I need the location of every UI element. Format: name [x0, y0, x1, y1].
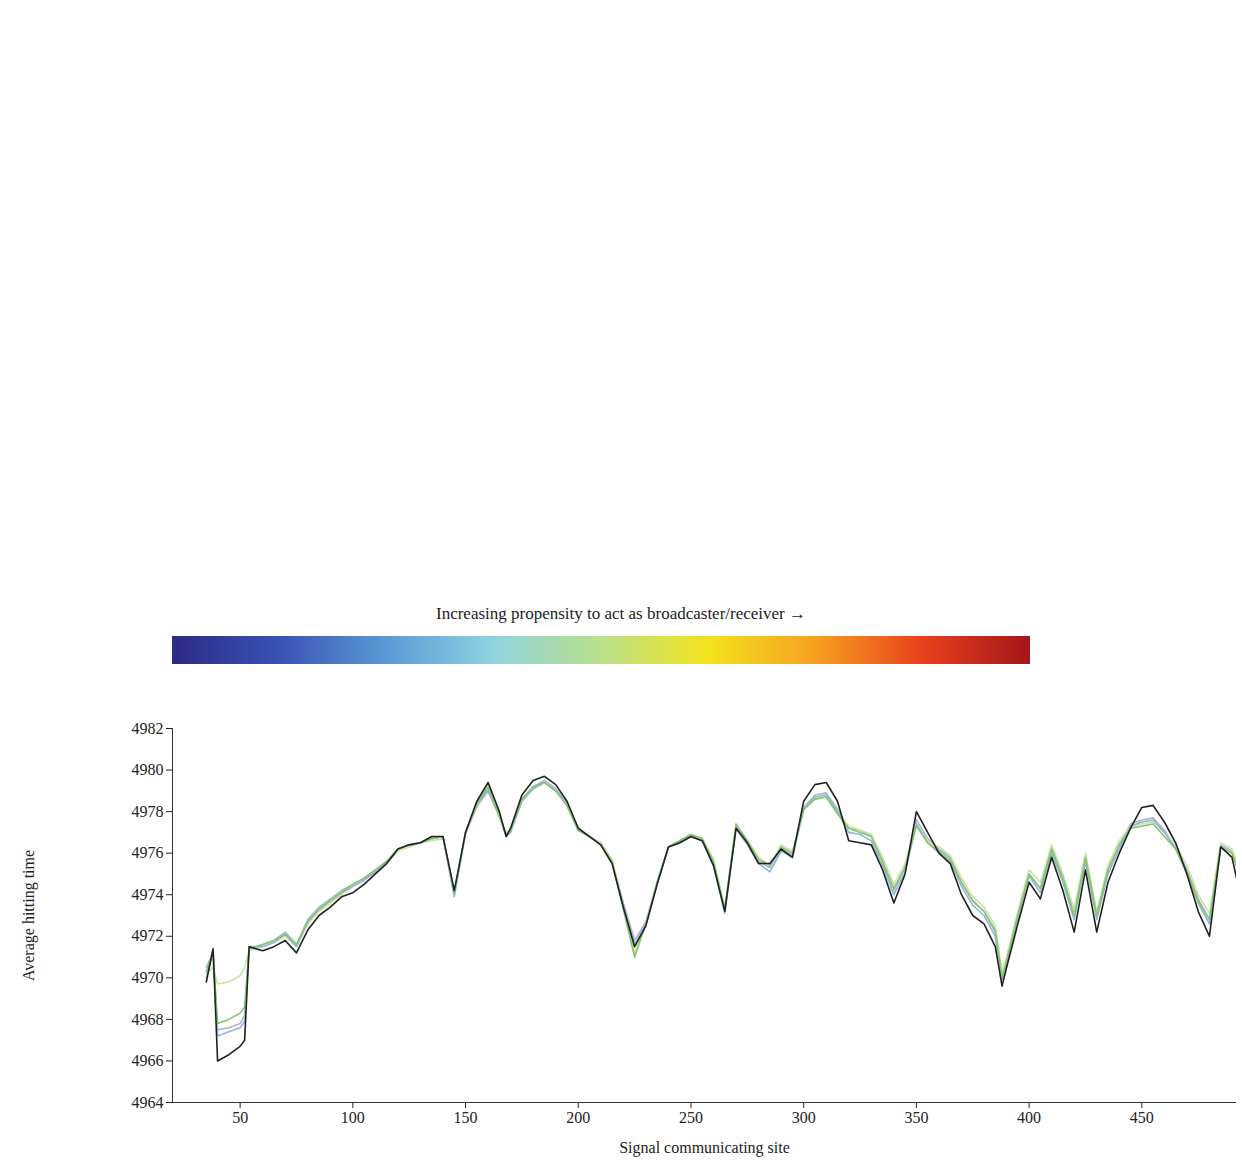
svg-text:450: 450 — [1130, 1109, 1154, 1126]
svg-text:4982: 4982 — [132, 720, 164, 737]
svg-text:4964: 4964 — [132, 1094, 164, 1111]
svg-text:200: 200 — [566, 1109, 590, 1126]
svg-text:Signal communicating site: Signal communicating site — [619, 1139, 790, 1157]
svg-text:4978: 4978 — [132, 803, 164, 820]
svg-text:150: 150 — [454, 1109, 478, 1126]
svg-text:Average hitting time: Average hitting time — [20, 850, 38, 981]
svg-text:4972: 4972 — [132, 927, 164, 944]
svg-text:4980: 4980 — [132, 761, 164, 778]
html-text:Increasing propensity to act a: Increasing propensity to act as broadcas… — [436, 604, 806, 623]
svg-text:350: 350 — [904, 1109, 928, 1126]
svg-text:4968: 4968 — [132, 1011, 164, 1028]
svg-text:250: 250 — [679, 1109, 703, 1126]
svg-text:4976: 4976 — [132, 844, 164, 861]
svg-text:50: 50 — [232, 1109, 248, 1126]
svg-text:300: 300 — [792, 1109, 816, 1126]
svg-text:100: 100 — [341, 1109, 365, 1126]
svg-text:400: 400 — [1017, 1109, 1041, 1126]
svg-text:4974: 4974 — [132, 886, 164, 903]
svg-text:4970: 4970 — [132, 969, 164, 986]
svg-text:4966: 4966 — [132, 1052, 164, 1069]
